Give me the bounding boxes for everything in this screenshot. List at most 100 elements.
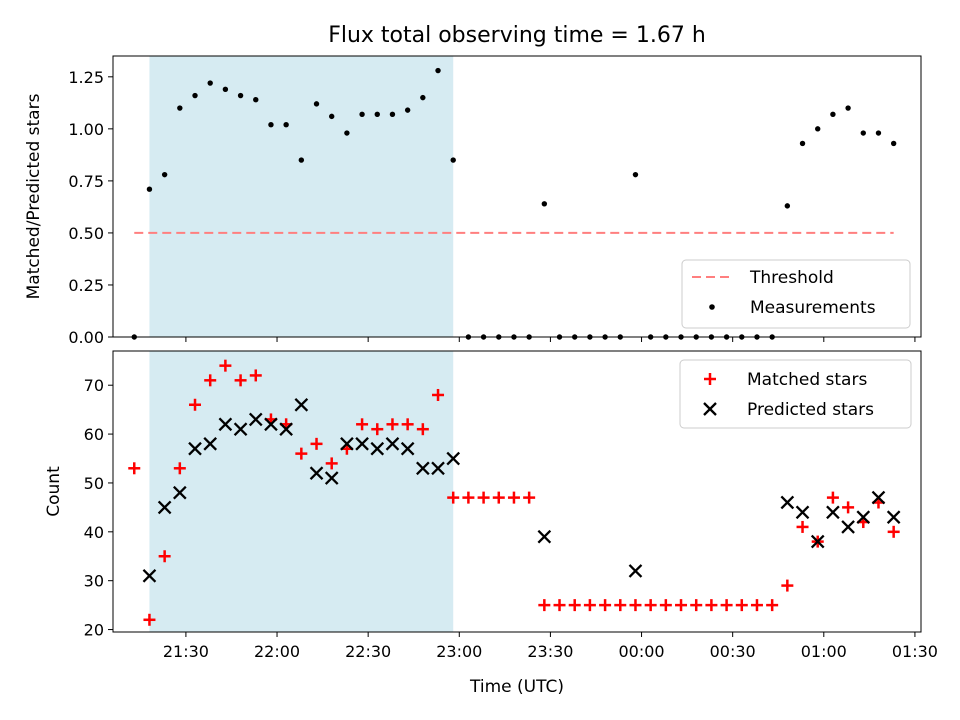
measurement-point: [632, 171, 639, 178]
matched-star-point: [310, 437, 323, 450]
bottom-panel: 20 30 40 50 60 70 21:30 22:00 22:30 23:00 23:30 00…: [44, 350, 938, 697]
matched-star-point: [735, 599, 748, 612]
matched-star-point: [507, 491, 520, 504]
predicted-star-point: [264, 417, 278, 432]
matched-star-point: [690, 599, 703, 612]
predicted-star-point: [826, 505, 840, 520]
legend-matched-swatch: [704, 373, 716, 385]
matched-star-point: [675, 599, 688, 612]
top-legend: Threshold Measurements: [681, 259, 911, 329]
matched-star-point: [204, 374, 217, 387]
measurement-point: [404, 107, 411, 113]
measurement-point: [374, 111, 380, 117]
matched-star-point: [629, 599, 642, 612]
matched-star-point: [553, 599, 566, 612]
matched-star-point: [492, 491, 505, 504]
matched-star-point: [249, 369, 262, 382]
x-tick-label: 00:00: [618, 642, 664, 661]
matched-star-point: [356, 418, 369, 431]
legend-matched-label: Matched stars: [747, 370, 867, 390]
measurement-point: [541, 201, 548, 207]
bottom-y-axis: 20 30 40 50 60 70: [84, 376, 113, 640]
matched-star-point: [750, 599, 763, 612]
y-tick-label: 20: [84, 621, 104, 640]
matched-star-point: [659, 599, 672, 612]
y-tick-label: 0.25: [68, 276, 104, 295]
measurement-point: [845, 105, 851, 111]
matched-star-point: [796, 520, 809, 533]
legend-predicted-swatch: [703, 402, 717, 416]
measurement-point: [435, 67, 441, 74]
y-tick-label: 1.00: [68, 120, 104, 139]
legend-measurements-label: Measurements: [750, 298, 876, 318]
predicted-star-point: [294, 397, 309, 412]
predicted-star-point: [324, 471, 339, 485]
predicted-star-point: [871, 490, 886, 505]
x-tick-label: 21:30: [163, 642, 209, 661]
y-tick-label: 0.50: [68, 224, 104, 243]
measurement-point: [329, 113, 335, 120]
predicted-star-point: [157, 500, 172, 515]
predicted-star-point: [188, 441, 202, 456]
measurement-point: [222, 86, 229, 93]
matched-star-point: [720, 599, 733, 612]
measurement-point: [207, 80, 213, 86]
x-tick-label: 22:30: [345, 642, 391, 661]
legend-predicted-label: Predicted stars: [747, 400, 874, 420]
measurement-point: [313, 101, 320, 107]
matched-star-point: [189, 398, 202, 411]
measurement-point: [283, 121, 289, 128]
matched-star-point: [416, 423, 429, 436]
y-tick-label: 0.00: [68, 328, 104, 347]
matched-star-point: [599, 599, 612, 612]
measurement-point: [420, 94, 426, 101]
measurement-point: [344, 130, 350, 136]
top-y-axis-label: Matched/Predicted stars: [24, 93, 44, 299]
bottom-legend-box: [679, 359, 912, 429]
y-tick-label: 40: [84, 523, 104, 542]
measurement-point: [815, 126, 821, 132]
measurement-point: [268, 121, 274, 128]
matched-star-point: [644, 599, 657, 612]
measurement-point: [161, 171, 168, 178]
matched-star-point: [432, 388, 445, 401]
x-tick-label: 22:00: [254, 642, 300, 661]
matched-star-point: [386, 418, 399, 431]
matched-star-point: [705, 599, 718, 612]
chart-title: Flux total observing time = 1.67 h: [328, 23, 706, 48]
bottom-legend: Matched stars Predicted stars: [679, 359, 912, 429]
measurement-point: [177, 105, 183, 111]
measurement-point: [253, 97, 259, 103]
y-tick-label: 60: [84, 425, 104, 444]
measurement-point: [830, 111, 836, 117]
measurement-point: [875, 130, 882, 136]
predicted-star-point: [370, 441, 385, 456]
matched-star-point: [143, 613, 156, 626]
matched-star-point: [538, 599, 551, 612]
matched-star-point: [477, 491, 490, 504]
predicted-star-point: [810, 534, 825, 549]
measurement-point: [890, 140, 897, 147]
measurement-point: [359, 111, 365, 117]
x-tick-label: 23:30: [527, 642, 573, 661]
x-tick-label: 00:30: [710, 642, 756, 661]
predicted-star-point: [173, 485, 187, 500]
predicted-star-point: [218, 417, 233, 432]
measurement-point: [237, 92, 244, 99]
top-legend-box: [681, 259, 911, 329]
predicted-star-point: [248, 412, 263, 427]
top-measurement-points: [131, 67, 897, 340]
x-tick-label: 01:30: [892, 642, 938, 661]
x-tick-label: 01:00: [801, 642, 847, 661]
matched-star-point: [371, 423, 384, 436]
predicted-star-point: [431, 461, 445, 476]
top-x-axis: [185, 337, 916, 342]
top-panel-frame: [112, 55, 922, 338]
matched-star-point: [234, 374, 247, 387]
x-axis-label: Time (UTC): [469, 677, 564, 697]
predicted-star-point: [309, 466, 324, 480]
matched-star-point: [158, 550, 171, 563]
predicted-star-point: [340, 437, 354, 451]
bottom-count-points: [128, 359, 901, 626]
matched-star-point: [523, 491, 536, 504]
